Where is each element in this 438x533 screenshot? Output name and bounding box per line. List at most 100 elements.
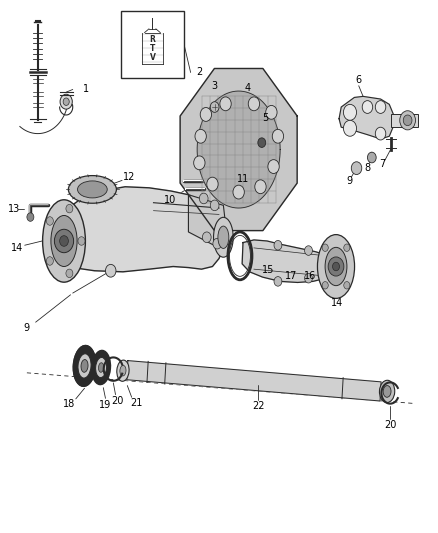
Text: R: R [149,35,155,44]
Ellipse shape [318,235,355,298]
FancyBboxPatch shape [392,114,418,127]
Text: 11: 11 [237,174,249,184]
Text: 2: 2 [196,68,202,77]
Circle shape [46,217,53,225]
Text: 9: 9 [24,322,30,333]
Circle shape [344,281,350,289]
Circle shape [367,152,376,163]
Circle shape [66,204,73,213]
FancyBboxPatch shape [121,11,184,78]
Circle shape [274,277,282,286]
Circle shape [195,130,206,143]
Ellipse shape [81,360,88,372]
Circle shape [200,108,212,122]
Circle shape [46,257,53,265]
Ellipse shape [95,358,106,377]
Ellipse shape [92,351,110,384]
Ellipse shape [78,354,91,378]
Text: T: T [150,44,155,53]
Circle shape [27,213,34,221]
Circle shape [207,177,218,191]
Polygon shape [49,187,226,272]
Circle shape [106,264,116,277]
Ellipse shape [51,215,77,266]
Circle shape [233,185,244,199]
Circle shape [258,138,266,148]
Ellipse shape [68,175,117,203]
Circle shape [351,162,362,174]
Circle shape [332,262,339,271]
Ellipse shape [78,181,107,198]
Circle shape [248,97,260,111]
Polygon shape [339,96,396,139]
Text: 6: 6 [356,76,362,85]
Polygon shape [242,240,332,282]
Circle shape [202,232,211,243]
Polygon shape [188,195,226,248]
Text: V: V [149,53,155,62]
Circle shape [272,130,284,143]
Circle shape [54,229,74,253]
Circle shape [210,102,219,112]
Text: 14: 14 [11,243,23,253]
Polygon shape [127,361,381,401]
Circle shape [328,257,344,276]
Circle shape [403,115,412,126]
Text: 20: 20 [112,396,124,406]
Ellipse shape [78,354,91,377]
Ellipse shape [42,200,85,282]
Text: 1: 1 [83,84,89,94]
Ellipse shape [379,380,395,402]
Text: 9: 9 [346,176,352,187]
Polygon shape [197,91,280,208]
Ellipse shape [383,385,391,397]
Circle shape [268,160,279,173]
Text: 13: 13 [8,204,20,214]
Text: 22: 22 [252,401,265,411]
Text: 18: 18 [63,399,75,409]
Text: 19: 19 [99,400,112,410]
Circle shape [60,94,72,109]
Ellipse shape [117,360,129,381]
Ellipse shape [74,346,95,386]
Text: 20: 20 [384,420,396,430]
Text: 4: 4 [244,83,251,93]
Circle shape [255,180,266,193]
Text: 7: 7 [380,159,386,169]
Circle shape [63,98,69,106]
Text: 5: 5 [262,112,268,123]
Text: 3: 3 [212,81,218,91]
Circle shape [210,200,219,211]
Circle shape [362,101,373,114]
Circle shape [304,273,312,283]
Circle shape [375,101,386,114]
Polygon shape [180,69,297,231]
Ellipse shape [218,226,229,248]
Circle shape [220,97,231,111]
Circle shape [60,236,68,246]
Circle shape [322,281,328,289]
Ellipse shape [120,366,126,376]
Circle shape [213,238,222,249]
Circle shape [304,246,312,255]
Text: 14: 14 [331,297,343,308]
Text: 15: 15 [262,265,274,275]
Circle shape [343,104,357,120]
Text: 8: 8 [364,163,371,173]
Circle shape [199,193,208,204]
Ellipse shape [74,346,95,386]
Circle shape [194,156,205,169]
Circle shape [78,237,85,245]
Text: 12: 12 [123,172,135,182]
Circle shape [375,127,386,140]
Circle shape [343,120,357,136]
Text: 17: 17 [285,271,297,281]
Ellipse shape [99,363,104,372]
Ellipse shape [214,217,233,257]
Circle shape [344,244,350,252]
Circle shape [322,244,328,252]
Ellipse shape [325,247,347,286]
Circle shape [266,106,277,119]
Circle shape [66,269,73,278]
Circle shape [400,111,416,130]
